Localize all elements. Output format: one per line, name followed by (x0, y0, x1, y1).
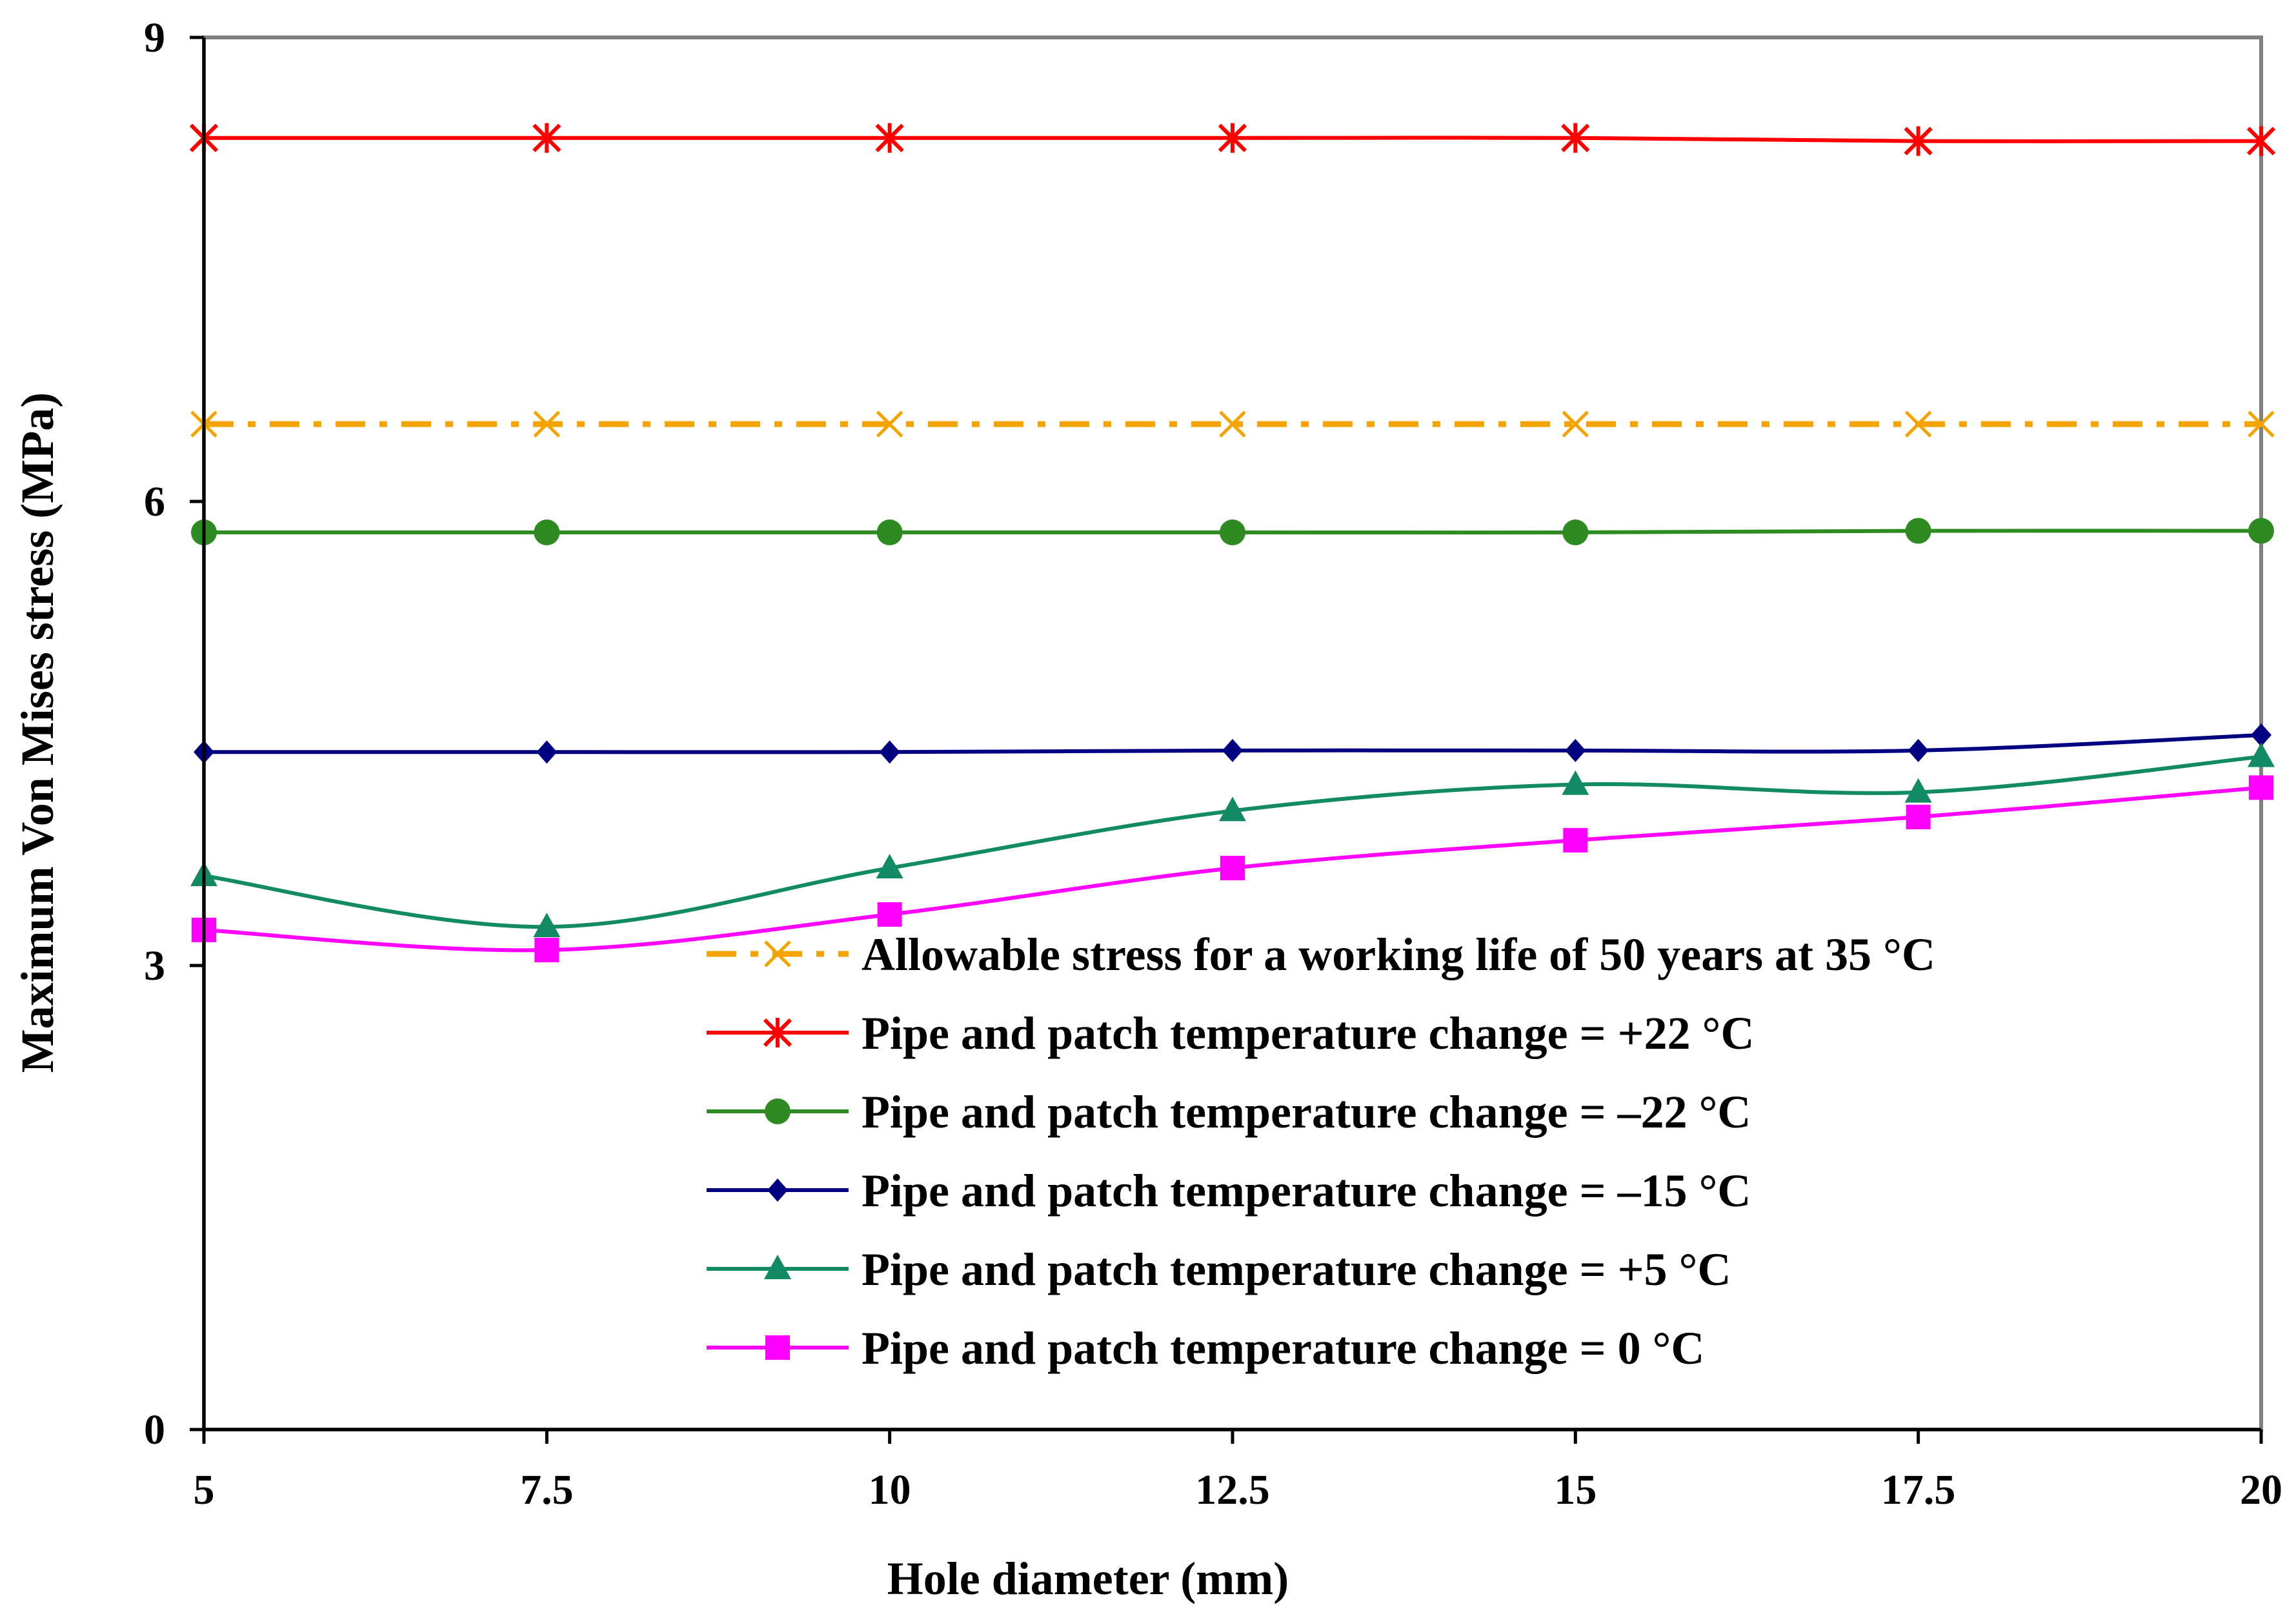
legend-item: Pipe and patch temperature change = +22 … (707, 1007, 1754, 1059)
legend-item: Pipe and patch temperature change = –22 … (707, 1086, 1751, 1138)
data-point (533, 913, 561, 938)
data-point (1220, 856, 1245, 881)
data-point (534, 938, 559, 963)
data-point (1908, 738, 1929, 762)
data-point (536, 740, 558, 764)
data-point (879, 740, 900, 764)
legend-item: Pipe and patch temperature change = +5 °… (707, 1244, 1731, 1295)
x-tick-label: 12.5 (1195, 1466, 1270, 1513)
legend-label: Pipe and patch temperature change = +5 °… (861, 1244, 1731, 1295)
data-point (2248, 410, 2275, 438)
data-point (2246, 126, 2276, 156)
x-tick-label: 17.5 (1881, 1466, 1956, 1513)
data-point (1904, 778, 1932, 803)
data-point (875, 123, 904, 153)
data-point (2249, 775, 2273, 800)
data-point (2251, 723, 2271, 747)
data-point (1219, 796, 1246, 822)
data-point (1562, 519, 1589, 545)
data-point (877, 902, 902, 927)
plot-area (202, 35, 2263, 1431)
legend-marker (764, 1255, 791, 1279)
x-tick-label: 5 (194, 1466, 215, 1513)
y-tick-label: 3 (144, 942, 165, 989)
y-axis-title: Maximum Von Mises stress (MPa) (12, 392, 63, 1073)
data-point (1562, 410, 1589, 438)
y-tick-label: 6 (144, 478, 165, 525)
data-point (2248, 518, 2274, 544)
data-point (876, 410, 903, 438)
data-point (2248, 742, 2275, 767)
x-tick-label: 10 (869, 1466, 911, 1513)
x-axis-title: Hole diameter (mm) (887, 1553, 1289, 1604)
data-point (876, 519, 903, 545)
data-point (1565, 738, 1586, 762)
legend: Allowable stress for a working life of 5… (707, 929, 1935, 1374)
series-pipe-and-patch-temperature-change-22-c (189, 123, 2276, 156)
data-point (1905, 518, 1931, 544)
data-point (1906, 804, 1931, 829)
data-point (1222, 738, 1243, 762)
data-point (1904, 410, 1932, 438)
x-tick-label: 15 (1554, 1466, 1596, 1513)
legend-item: Pipe and patch temperature change = –15 … (707, 1165, 1751, 1217)
data-point (1563, 827, 1588, 853)
legend-item: Pipe and patch temperature change = 0 °C (707, 1322, 1704, 1374)
series-pipe-and-patch-temperature-change-0-c (192, 775, 2273, 963)
data-point (534, 519, 560, 545)
data-point (1219, 410, 1246, 438)
data-point (1561, 123, 1590, 153)
legend-marker (763, 1018, 792, 1047)
data-point (1904, 126, 1933, 156)
axes: 5 7.5 10 12.5 15 17.5 20 0 3 6 9 (144, 14, 2282, 1513)
legend-marker (767, 1178, 788, 1202)
legend-marker (764, 940, 791, 967)
legend-marker (765, 1335, 790, 1360)
legend-label: Pipe and patch temperature change = 0 °C (861, 1322, 1704, 1374)
y-tick-label: 9 (144, 14, 165, 61)
x-tick-label: 7.5 (520, 1466, 574, 1513)
legend-label: Pipe and patch temperature change = –15 … (861, 1165, 1751, 1217)
x-tick-label: 20 (2240, 1466, 2282, 1513)
data-point (1220, 519, 1245, 545)
series-allowable-stress-for-a-working-life-of-50-years-at-35-c (190, 410, 2275, 438)
legend-label: Pipe and patch temperature change = –22 … (861, 1086, 1751, 1138)
legend-label: Pipe and patch temperature change = +22 … (861, 1007, 1754, 1059)
legend-marker (765, 1098, 791, 1124)
data-point (876, 854, 903, 879)
legend-label: Allowable stress for a working life of 5… (861, 929, 1935, 980)
data-point (533, 410, 561, 438)
data-point (1218, 123, 1247, 153)
data-point (1562, 770, 1589, 795)
legend-item: Allowable stress for a working life of 5… (707, 929, 1935, 980)
y-tick-label: 0 (144, 1406, 165, 1453)
data-point (532, 123, 561, 153)
